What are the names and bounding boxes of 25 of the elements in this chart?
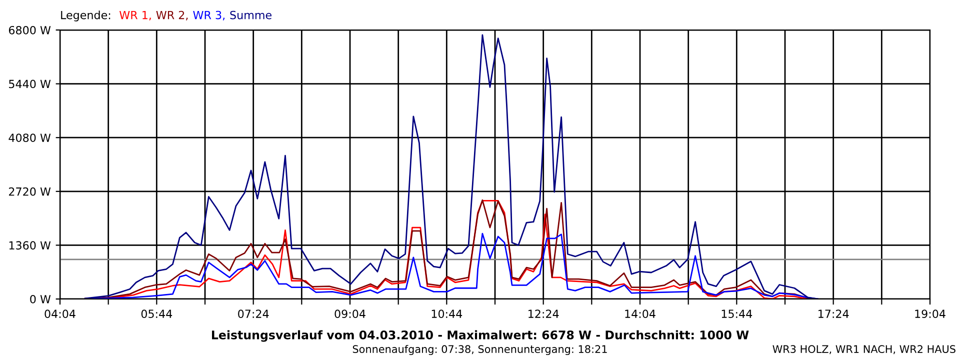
x-tick-label: 04:04 <box>44 310 76 318</box>
y-tick-label: 6800 W <box>8 26 51 34</box>
x-tick-label: 05:44 <box>141 310 172 318</box>
text: Sonnenaufgang: 07:38, Sonnenuntergang: 18:21 <box>352 344 607 356</box>
x-tick-label: 10:44 <box>432 310 462 318</box>
y-tick-label: 2720 W <box>8 187 51 196</box>
x-tick-label: 15:44 <box>722 310 752 318</box>
text: Leistungsverlauf vom 04.03.2010 - Maximalwert: 6678 W - Durchschnitt: 1000 W <box>212 330 749 342</box>
x-tick-label: 09:04 <box>334 310 366 318</box>
line-series <box>84 34 818 299</box>
text: Summe <box>230 10 272 20</box>
y-tick-label: 0 W <box>30 294 51 304</box>
text: WR 3, <box>193 10 225 20</box>
x-tick-label: 17:24 <box>818 310 849 318</box>
x-tick-label: 12:24 <box>528 310 559 318</box>
x-tick-label: 14:04 <box>625 310 656 318</box>
y-tick-label: 1360 W <box>9 241 51 250</box>
text: WR3 HOLZ, WR1 NACH, WR2 HAUS <box>772 345 956 354</box>
y-tick-label: 4080 W <box>8 134 51 142</box>
legend-title: Legende: <box>61 10 110 22</box>
x-tick-label: 19:04 <box>915 310 946 318</box>
x-tick-label: 07:24 <box>238 310 269 318</box>
text: WR 2, <box>156 10 188 20</box>
y-tick-label: 5440 W <box>9 80 51 88</box>
text: WR 1, <box>119 10 151 20</box>
